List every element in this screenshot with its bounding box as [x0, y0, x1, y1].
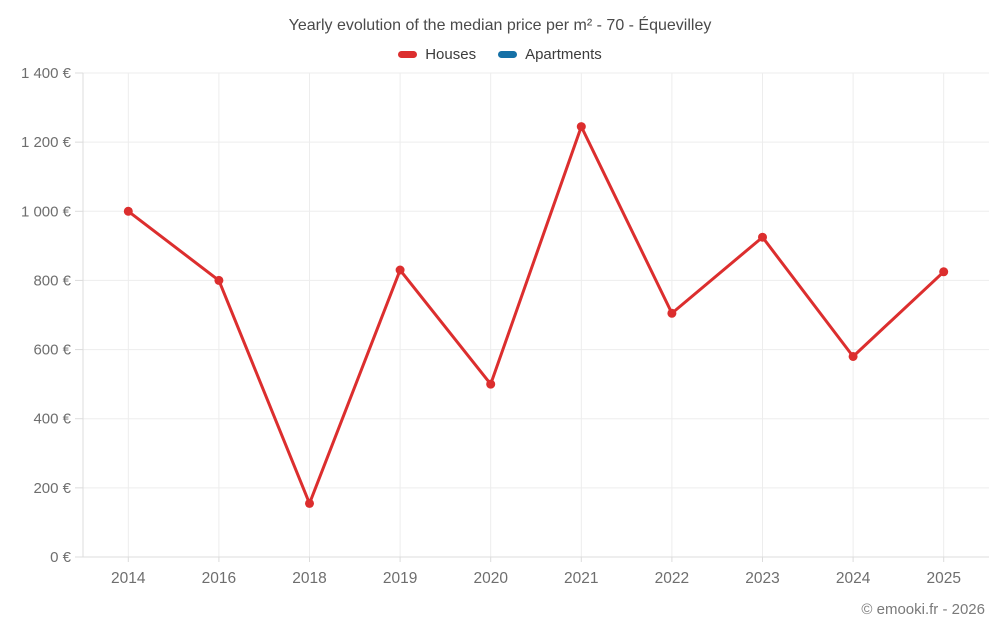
legend-label-houses: Houses [425, 46, 477, 63]
data-point[interactable] [395, 265, 405, 275]
y-axis-label: 1 200 € [21, 134, 72, 151]
y-axis-label: 200 € [33, 480, 71, 497]
y-axis-label: 800 € [33, 272, 71, 289]
data-point[interactable] [305, 498, 314, 508]
x-axis-label: 2025 [926, 570, 960, 587]
y-axis-label: 1 000 € [21, 203, 72, 220]
x-axis-label: 2014 [111, 570, 146, 587]
legend-item-apartments[interactable]: Apartments [498, 46, 602, 63]
data-point[interactable] [576, 122, 586, 132]
data-point[interactable] [758, 232, 767, 242]
data-point[interactable] [667, 308, 677, 318]
x-axis-label: 2021 [564, 570, 598, 587]
y-axis-label: 1 400 € [21, 65, 72, 82]
apartments-series-swatch-icon [498, 51, 518, 58]
x-axis-label: 2016 [202, 570, 236, 587]
x-axis-label: 2020 [473, 570, 508, 587]
data-point[interactable] [214, 275, 224, 285]
y-axis-label: 600 € [33, 342, 71, 359]
data-point[interactable] [939, 267, 949, 277]
x-axis-label: 2019 [383, 570, 417, 587]
legend: Houses Apartments [0, 46, 1000, 63]
data-point[interactable] [848, 351, 858, 361]
legend-item-houses[interactable]: Houses [398, 46, 476, 63]
legend-label-apartments: Apartments [525, 46, 602, 63]
houses-series-swatch-icon [398, 51, 418, 58]
x-axis-label: 2023 [745, 570, 779, 587]
y-axis-label: 0 € [50, 549, 72, 566]
copyright-text: © emooki.fr - 2026 [861, 601, 985, 618]
data-point[interactable] [123, 206, 133, 216]
x-axis-label: 2018 [292, 570, 326, 587]
x-axis-label: 2022 [655, 570, 689, 587]
data-point[interactable] [486, 379, 496, 389]
y-axis-label: 400 € [33, 411, 71, 428]
chart-title: Yearly evolution of the median price per… [288, 17, 712, 34]
x-axis-label: 2024 [836, 570, 871, 587]
series-line-houses[interactable] [126, 125, 946, 505]
